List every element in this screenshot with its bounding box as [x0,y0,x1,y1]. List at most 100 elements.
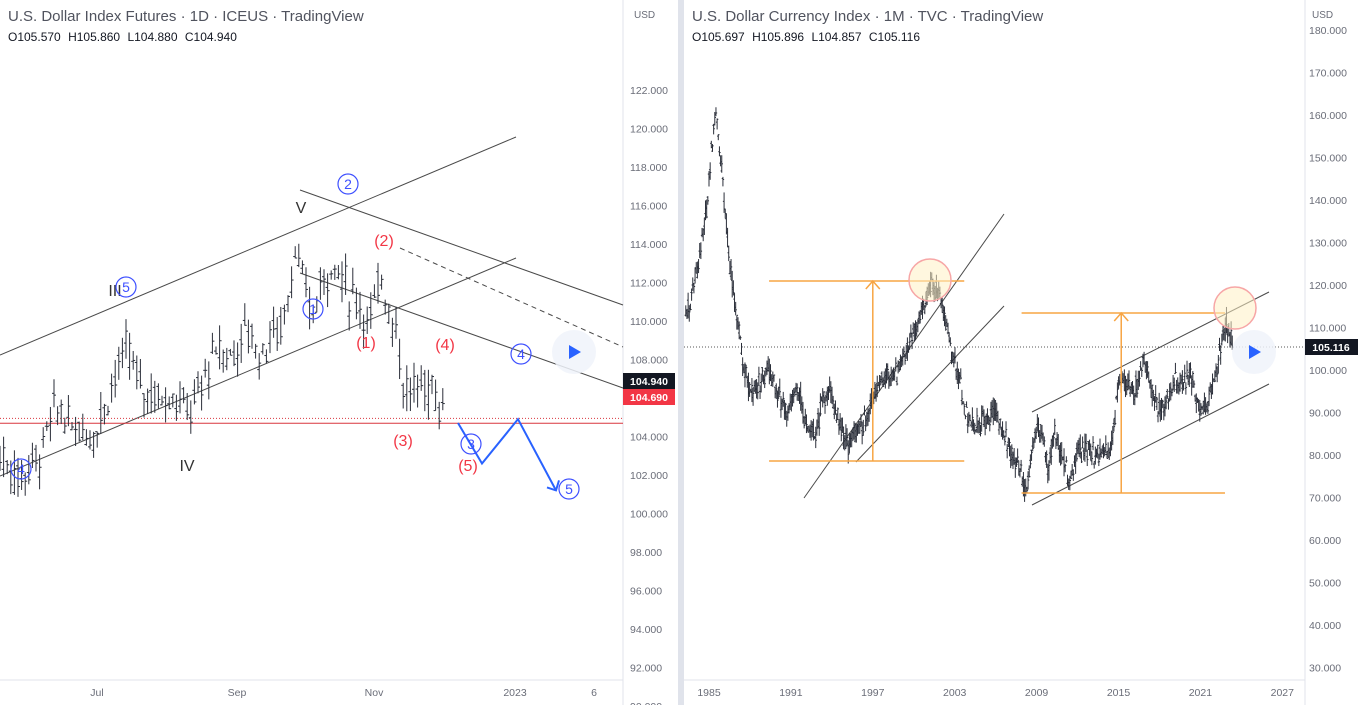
left-open-value: O105.570 [8,30,61,44]
right-y-tick-label: 160.000 [1309,110,1347,122]
left-chart-canvas[interactable]: USD122.000120.000118.000116.000114.00011… [0,0,678,705]
wave-circle-label: 1 [309,301,317,317]
right-x-tick-label: 2027 [1271,687,1295,699]
right-y-tick-label: 40.000 [1309,620,1341,632]
left-y-tick-label: 98.000 [630,547,662,559]
left-projection-path [457,417,557,491]
left-trend-line [0,136,517,356]
left-y-tick-label: 114.000 [630,239,667,251]
wave-circle [460,433,482,455]
right-x-tick-label: 1991 [779,687,803,699]
right-y-tick-label: 120.000 [1309,280,1347,292]
right-price-tag [1305,339,1358,355]
left-y-tick-label: 102.000 [630,470,668,482]
left-y-tick-label: 108.000 [630,355,668,367]
wave-label: III [108,283,121,300]
left-chart-pane[interactable]: USD 122.000 120.000 118.000 116.000 114.000 11… [0,0,678,705]
wave-circle [337,173,359,195]
wave-circle-label: 4 [17,461,25,477]
wave-label: (4) [435,337,455,354]
right-close-value: C105.116 [868,30,921,44]
left-trend-line [0,257,517,477]
left-x-tick-label: Nov [365,687,384,699]
left-x-tick-label: Sep [228,687,247,699]
right-x-tick-label: 2003 [943,687,967,699]
right-open-value: O105.697 [692,30,745,44]
wave-circle [510,343,532,365]
right-channel-line [1031,383,1270,506]
right-currency-label: USD [1312,10,1333,21]
right-y-tick-label: 90.000 [1309,408,1341,420]
left-price-tag [623,389,675,405]
left-y-tick-label: 94.000 [630,624,662,636]
wave-circle-label: 3 [467,436,475,452]
right-chart-canvas[interactable]: USD 180.000 170.000 160.000 150.000 140.000 13… [684,0,1358,705]
left-trend-line [399,247,624,348]
left-projection-arrowhead [546,480,560,492]
highlight-circle [1213,286,1257,330]
left-y-tick-label: 122.000 [630,85,668,97]
right-channel-line-hidden [804,306,1004,498]
right-y-tick-label: 170.000 [1309,68,1347,80]
right-y-tick-label: 140.000 [1309,195,1347,207]
right-price-tag-label: 105.116 [1312,342,1350,354]
left-y-tick-label: 120.000 [630,124,668,136]
right-y-tick-label: 60.000 [1309,535,1341,547]
right-x-tick-label: 2021 [1189,687,1213,699]
pane-divider[interactable] [678,0,684,705]
left-y-tick-label: 116.000 [630,201,667,213]
right-y-tick-label: 100.000 [1309,365,1347,377]
left-y-tick-label: 90.000 [630,701,662,705]
right-y-tick-label: 150.000 [1309,153,1347,165]
left-y-tick-label: 100.000 [630,509,668,521]
right-y-tick-label: 30.000 [1309,663,1341,675]
wave-circle-label: 5 [122,279,130,295]
left-currency-label: USD [634,10,655,21]
right-x-tick-label: 2015 [1107,687,1131,699]
right-y-tick-label: 180.000 [1309,25,1347,37]
left-y-tick-label: 118.000 [630,162,667,174]
wave-label: V [296,200,307,217]
left-y-tick-label: 110.000 [630,316,667,328]
wave-circle [115,276,137,298]
left-y-tick-label: 96.000 [630,586,662,598]
right-channel-line [855,305,1005,463]
left-close-value: C104.940 [184,30,237,44]
wave-label: IV [179,458,194,475]
left-price-axis-bg [623,0,678,705]
right-y-tick-label: 70.000 [1309,493,1341,505]
right-chart-title: U.S. Dollar Currency Index · 1M · TVC · … [692,8,1044,25]
left-y-tick-label: 92.000 [630,663,662,675]
left-x-tick-label: 6 [591,687,597,699]
left-trend-line [299,189,624,306]
right-y-tick-label: 130.000 [1309,238,1347,250]
wave-circle [10,458,32,480]
left-high-value: H105.860 [68,30,121,44]
right-go-realtime-icon [1249,345,1261,359]
wave-circle-label: 5 [565,481,573,497]
left-y-tick-label: 104.000 [630,432,668,444]
right-low-value: L104.857 [811,30,862,44]
left-price-tag-label: 104.940 [630,376,668,388]
wave-label: (5) [458,458,478,475]
left-chart-title: U.S. Dollar Index Futures · 1D · ICEUS ·… [8,8,364,25]
wave-label: (2) [374,233,394,250]
left-price-tag-label: 104.690 [630,392,668,404]
right-chart-pane[interactable]: USD 180.000 170.000 160.000 150.000 140.000 13… [684,0,1358,705]
right-y-tick-label: 110.000 [1309,323,1346,335]
right-y-tick-label: 80.000 [1309,450,1341,462]
wave-circle [558,478,580,500]
fib-arrow-head [865,279,881,290]
right-x-tick-label: 1985 [697,687,721,699]
left-price-tag [623,373,675,389]
fib-arrow-head [1113,311,1129,322]
left-low-value: L104.880 [127,30,178,44]
wave-label: (1) [356,335,376,352]
wave-label: (3) [393,433,413,450]
wave-circle [302,298,324,320]
right-channel-line [803,213,1005,499]
highlight-circle [908,258,952,302]
right-x-tick-label: 1997 [861,687,885,699]
right-y-tick-label: 50.000 [1309,578,1341,590]
wave-circle-label: 2 [344,176,352,192]
